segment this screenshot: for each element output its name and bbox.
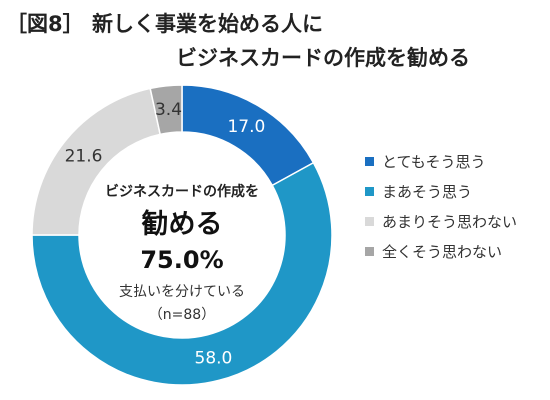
legend-item-3: あまりそう思わない: [365, 206, 517, 236]
figure-tag: ［図8］: [6, 12, 84, 36]
legend-item-1: とてもそう思う: [365, 146, 517, 176]
legend-swatch: [365, 186, 374, 196]
legend-label: 全くそう思わない: [382, 242, 503, 261]
legend: とてもそう思う まあそう思うあまりそう思わない 全くそう思わない: [365, 146, 517, 266]
donut-slice-2: [31, 161, 333, 386]
title-line-1: 新しく事業を始める人に: [92, 12, 323, 36]
legend-swatch: [365, 216, 374, 226]
center-line-3: 支払いを分けている: [119, 284, 245, 300]
legend-label: まあそう思う: [382, 182, 473, 201]
legend-item-4: 全くそう思わない: [365, 236, 517, 266]
legend-item-2: まあそう思う: [365, 176, 517, 206]
center-note: （n=88）: [149, 307, 215, 323]
center-value: 75.0%: [140, 246, 223, 274]
title-line-2: ビジネスカードの作成を勧める: [176, 46, 470, 70]
donut-slice-4: [149, 84, 183, 136]
legend-swatch: [365, 246, 374, 256]
slice-value-label-2: 58.0: [195, 349, 233, 369]
slice-value-label-3: 21.6: [65, 147, 103, 167]
center-line-1: ビジネスカードの作成を: [105, 183, 259, 200]
legend-label: とてもそう思う: [382, 152, 486, 171]
legend-swatch: [365, 156, 374, 166]
center-line-2: 勧める: [142, 208, 223, 240]
slice-value-label-4: 3.4: [155, 100, 182, 120]
slice-value-label-1: 17.0: [227, 117, 265, 137]
legend-label: あまりそう思わない: [382, 212, 518, 231]
